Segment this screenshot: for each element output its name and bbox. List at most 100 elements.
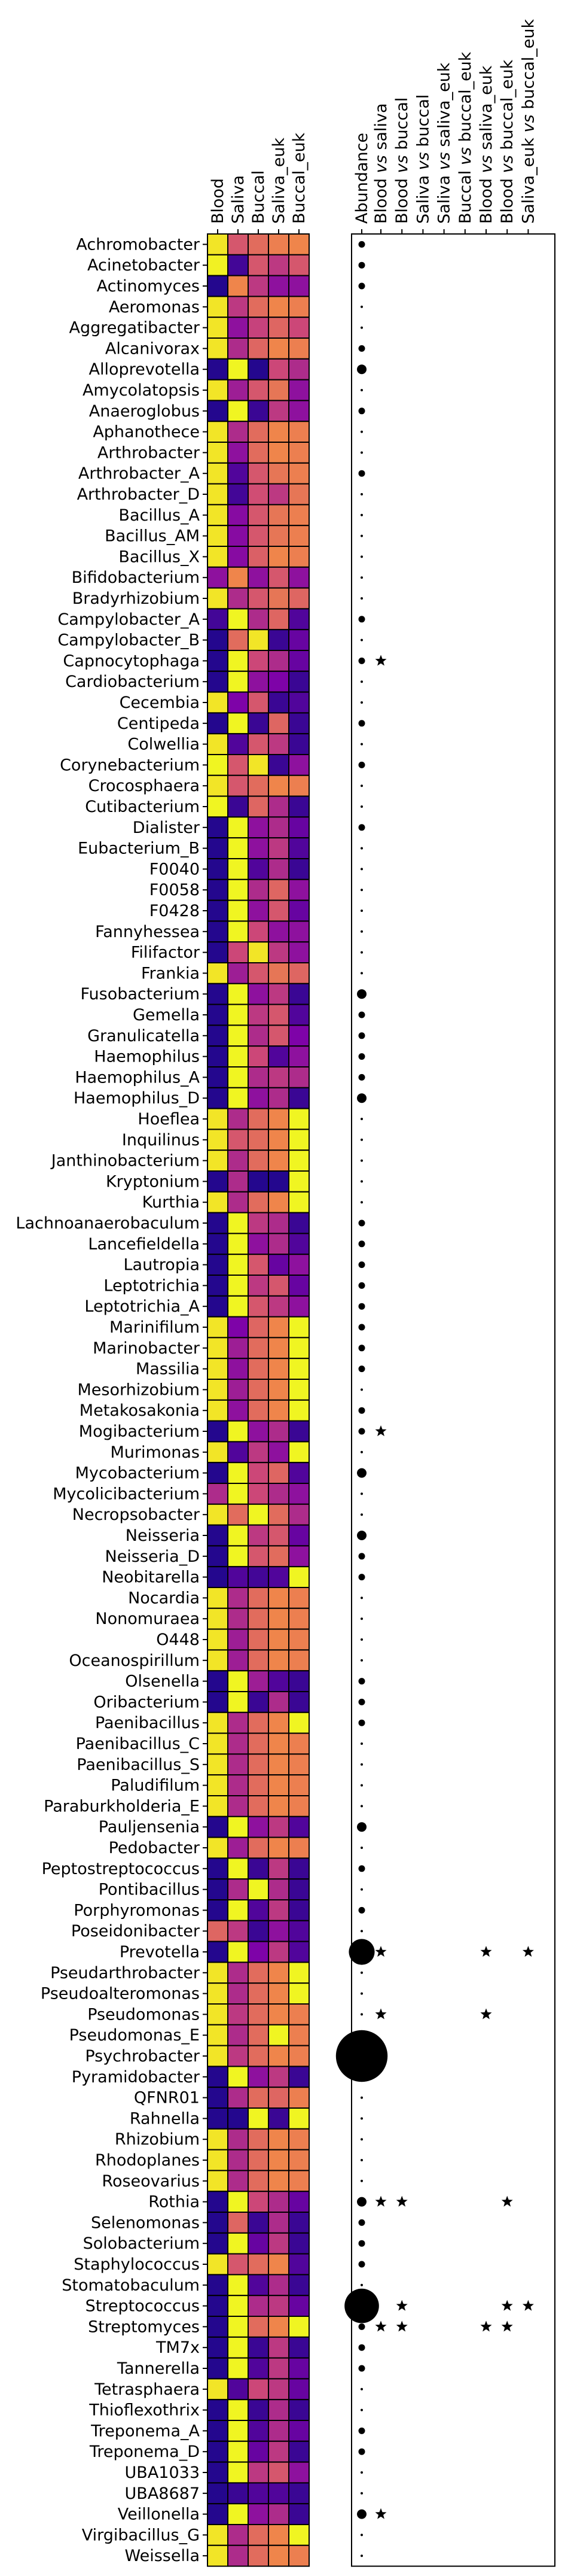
heatmap-cell bbox=[268, 483, 289, 506]
heatmap-cell bbox=[248, 2066, 269, 2088]
heatmap-cell bbox=[268, 608, 289, 631]
heatmap-cell bbox=[207, 2378, 228, 2401]
abundance-dot bbox=[361, 2179, 363, 2182]
heatmap-cell bbox=[227, 2066, 249, 2088]
significance-star bbox=[501, 2195, 513, 2207]
heatmap-cell bbox=[207, 233, 228, 256]
heatmap-cell bbox=[268, 1170, 289, 1193]
row-label: Inquilinus bbox=[122, 1131, 200, 1149]
heatmap-cell bbox=[227, 296, 249, 318]
row-label: Streptococcus bbox=[86, 2297, 200, 2316]
heatmap-cell bbox=[227, 587, 249, 610]
heatmap-cell bbox=[227, 483, 249, 506]
heatmap-cell bbox=[227, 712, 249, 735]
heatmap-cell bbox=[227, 2191, 249, 2213]
heatmap-cell bbox=[207, 1524, 228, 1547]
abundance-dot bbox=[361, 638, 363, 641]
heatmap-cell bbox=[288, 275, 310, 297]
heatmap-cell bbox=[248, 1524, 269, 1547]
heatmap-cell bbox=[207, 1087, 228, 1109]
heatmap-cell bbox=[288, 858, 310, 880]
heatmap-cell bbox=[248, 1587, 269, 1609]
heatmap-cell bbox=[268, 2503, 289, 2526]
row-label: Haemophilus bbox=[94, 1048, 200, 1066]
row-label: Neisseria_D bbox=[105, 1547, 200, 1566]
column-label: Buccal bbox=[249, 171, 268, 224]
row-label: Staphylococcus bbox=[74, 2255, 200, 2274]
heatmap-cell bbox=[268, 2461, 289, 2484]
heatmap-cell bbox=[288, 1566, 310, 1588]
abundance-dot bbox=[361, 1971, 363, 1974]
abundance-dot bbox=[361, 1847, 363, 1849]
heatmap-cell bbox=[207, 2024, 228, 2046]
heatmap-cell bbox=[288, 337, 310, 360]
heatmap-cell bbox=[207, 2440, 228, 2463]
row-label: Nonomuraea bbox=[95, 1610, 200, 1628]
heatmap-cell bbox=[268, 2024, 289, 2046]
heatmap-cell bbox=[248, 2295, 269, 2317]
heatmap-cell bbox=[207, 379, 228, 402]
abundance-dot bbox=[361, 2075, 363, 2078]
heatmap-cell bbox=[207, 754, 228, 776]
heatmap-cell bbox=[248, 254, 269, 276]
heatmap-cell bbox=[227, 1587, 249, 1609]
heatmap-cell bbox=[268, 816, 289, 839]
heatmap-cell bbox=[207, 400, 228, 422]
row-label: Kurthia bbox=[142, 1193, 200, 1212]
row-label: Pseudoalteromonas bbox=[41, 1985, 200, 2003]
heatmap-cell bbox=[227, 1358, 249, 1380]
heatmap-cell bbox=[207, 1108, 228, 1130]
heatmap-cell bbox=[207, 878, 228, 901]
heatmap-cell bbox=[288, 525, 310, 548]
abundance-dot bbox=[358, 1574, 365, 1581]
significance-star bbox=[480, 2008, 492, 2020]
heatmap-cell bbox=[248, 1129, 269, 1151]
abundance-dot bbox=[358, 470, 365, 477]
heatmap-cell bbox=[268, 1399, 289, 1422]
heatmap-cell bbox=[248, 2503, 269, 2526]
heatmap-cell bbox=[207, 837, 228, 859]
heatmap-cell bbox=[207, 1337, 228, 1360]
heatmap-cell bbox=[268, 1483, 289, 1505]
heatmap-cell bbox=[248, 1212, 269, 1234]
heatmap-cell bbox=[248, 483, 269, 506]
row-label: Granulicatella bbox=[87, 1027, 200, 1045]
heatmap-cell bbox=[227, 2003, 249, 2025]
heatmap-cell bbox=[207, 1045, 228, 1067]
abundance-dot bbox=[361, 2534, 363, 2537]
row-label: Mycolicibacterium bbox=[53, 1485, 200, 1503]
heatmap-cell bbox=[207, 1545, 228, 1568]
heatmap-cell bbox=[248, 2045, 269, 2067]
heatmap-cell bbox=[227, 1982, 249, 2005]
row-label: Aphanothece bbox=[93, 423, 200, 442]
abundance-dot bbox=[361, 534, 363, 537]
significance-star bbox=[396, 2320, 408, 2332]
heatmap-cell bbox=[207, 2253, 228, 2276]
heatmap-cell bbox=[227, 1233, 249, 1255]
row-label: UBA1033 bbox=[125, 2464, 200, 2482]
heatmap-cell bbox=[288, 1503, 310, 1526]
heatmap-cell bbox=[288, 2149, 310, 2171]
heatmap-cell bbox=[248, 608, 269, 631]
heatmap-cell bbox=[207, 795, 228, 818]
heatmap-cell bbox=[207, 1275, 228, 1297]
abundance-dot bbox=[361, 1805, 363, 1808]
heatmap-cell bbox=[227, 1503, 249, 1526]
heatmap-cell bbox=[207, 1191, 228, 1214]
heatmap-cell bbox=[288, 1108, 310, 1130]
abundance-dot bbox=[358, 261, 365, 269]
heatmap-cell bbox=[268, 1337, 289, 1360]
heatmap-cell bbox=[207, 2544, 228, 2567]
heatmap-cell bbox=[248, 2524, 269, 2546]
heatmap-cell bbox=[248, 1316, 269, 1339]
column-label: Abundance bbox=[353, 133, 371, 224]
heatmap-cell bbox=[248, 1503, 269, 1526]
heatmap-cell bbox=[268, 1815, 289, 1838]
heatmap-cell bbox=[207, 275, 228, 297]
heatmap-cell bbox=[207, 337, 228, 360]
heatmap-cell bbox=[268, 2544, 289, 2567]
heatmap-cell bbox=[227, 2524, 249, 2546]
heatmap-cell bbox=[288, 1524, 310, 1547]
row-label: Bacillus_A bbox=[118, 506, 200, 525]
heatmap-cell bbox=[268, 1836, 289, 1859]
